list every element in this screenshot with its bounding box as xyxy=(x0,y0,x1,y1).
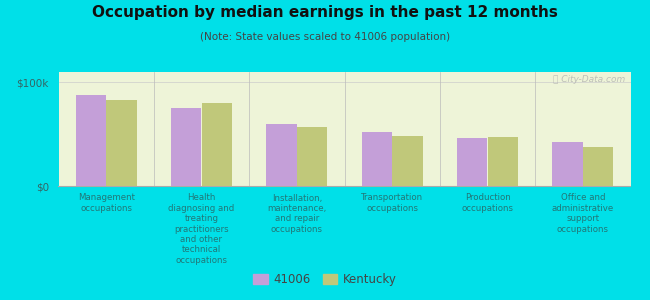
Text: Production
occupations: Production occupations xyxy=(462,194,514,213)
Bar xyxy=(171,108,202,186)
Bar xyxy=(361,132,392,186)
Bar xyxy=(392,136,422,186)
Bar xyxy=(457,138,488,186)
Text: Ⓡ City-Data.com: Ⓡ City-Data.com xyxy=(552,75,625,84)
Text: Occupation by median earnings in the past 12 months: Occupation by median earnings in the pas… xyxy=(92,4,558,20)
Text: Management
occupations: Management occupations xyxy=(77,194,135,213)
Text: (Note: State values scaled to 41006 population): (Note: State values scaled to 41006 popu… xyxy=(200,32,450,41)
Bar xyxy=(75,95,106,186)
Legend: 41006, Kentucky: 41006, Kentucky xyxy=(249,269,401,291)
Text: Installation,
maintenance,
and repair
occupations: Installation, maintenance, and repair oc… xyxy=(267,194,326,234)
Text: Office and
administrative
support
occupations: Office and administrative support occupa… xyxy=(552,194,614,234)
Text: Transportation
occupations: Transportation occupations xyxy=(361,194,423,213)
Bar xyxy=(106,100,136,186)
Bar xyxy=(583,147,614,186)
Bar xyxy=(552,142,583,186)
Text: Health
diagnosing and
treating
practitioners
and other
technical
occupations: Health diagnosing and treating practitio… xyxy=(168,194,235,265)
Bar xyxy=(297,127,328,186)
Bar xyxy=(202,103,232,186)
Bar xyxy=(488,137,518,186)
Bar xyxy=(266,124,297,186)
